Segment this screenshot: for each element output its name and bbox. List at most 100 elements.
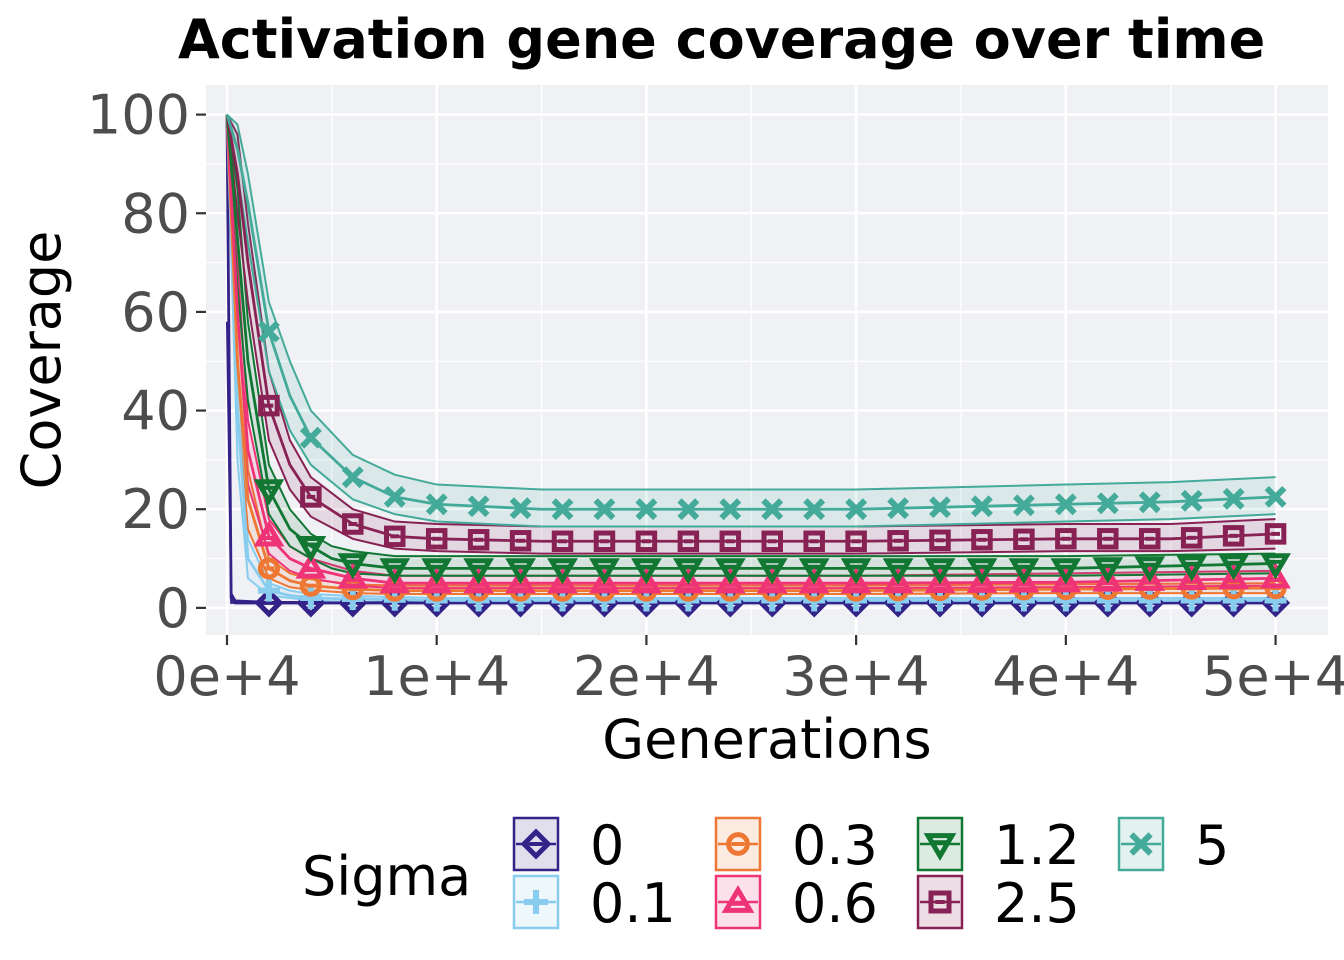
marker-sigma-2.5	[635, 530, 658, 553]
marker-sigma-5	[929, 496, 951, 519]
marker-sigma-2.5	[1097, 528, 1119, 550]
marker-sigma-1.2	[840, 558, 872, 585]
y-tick-label: 20	[121, 478, 190, 541]
marker-sigma-0.6	[924, 566, 956, 594]
marker-sigma-0.6	[840, 567, 872, 594]
marker-sigma-2.5	[1138, 528, 1161, 550]
marker-sigma-0.6	[1260, 562, 1291, 589]
marker-sigma-0.1	[257, 579, 280, 602]
x-tick-label: 2e+4	[573, 645, 720, 708]
marker-sigma-0.1	[1264, 589, 1287, 612]
marker-sigma-1.2	[1134, 556, 1166, 583]
marker-sigma-2.5	[929, 529, 951, 552]
marker-sigma-0.6	[295, 552, 327, 579]
marker-sigma-2.5	[971, 529, 993, 551]
marker-sigma-2.5	[719, 530, 742, 553]
y-axis-ticks: 0 20 40 60 80 100	[87, 84, 206, 640]
marker-sigma-5	[1012, 494, 1035, 517]
marker-sigma-2.5	[593, 530, 616, 553]
band-upper-sigma-5	[226, 113, 1276, 491]
x-tick-label: 4e+4	[992, 645, 1139, 708]
marker-sigma-2.5	[1055, 528, 1077, 550]
marker-sigma-0.6	[631, 567, 662, 594]
marker-sigma-2.5	[887, 530, 909, 552]
y-axis-label: Coverage	[10, 231, 73, 490]
marker-sigma-1.2	[1260, 553, 1291, 580]
legend: Sigma 00.1 0.30.6 1.22.5 5	[302, 814, 1229, 935]
marker-sigma-0.6	[505, 567, 536, 594]
marker-sigma-0.6	[463, 567, 495, 594]
marker-sigma-1.2	[1176, 555, 1208, 582]
marker-sigma-1.2	[253, 479, 285, 506]
marker-sigma-2.5	[1264, 523, 1287, 545]
band-upper-sigma-2.5	[226, 114, 1276, 528]
marker-sigma-0.6	[672, 567, 704, 594]
marker-sigma-1.2	[966, 558, 998, 585]
legend-item-sigma-0.3: 0.3	[714, 814, 878, 877]
marker-sigma-2.5	[258, 394, 280, 417]
legend-item-sigma-5: 5	[1117, 814, 1229, 877]
marker-sigma-5	[677, 498, 700, 521]
marker-sigma-2.5	[342, 513, 364, 535]
legend-label: 0.3	[792, 814, 878, 877]
marker-sigma-1.2	[631, 558, 662, 585]
y-tick-label: 100	[87, 84, 190, 147]
marker-sigma-1.2	[337, 553, 369, 580]
marker-sigma-1.2	[547, 558, 578, 585]
marker-sigma-0.6	[1218, 563, 1250, 590]
marker-sigma-5	[887, 497, 909, 520]
marker-sigma-5	[299, 426, 322, 449]
legend-item-sigma-1.2: 1.2	[916, 814, 1080, 877]
band-lower-sigma-2.5	[225, 114, 1276, 555]
marker-sigma-2.5	[425, 528, 448, 550]
marker-sigma-1.2	[1008, 558, 1040, 585]
band-lower-sigma-1.2	[225, 114, 1276, 577]
marker-sigma-5	[971, 495, 993, 518]
marker-sigma-1.2	[756, 558, 788, 585]
marker-sigma-5	[467, 495, 490, 518]
marker-sigma-2.5	[1013, 528, 1035, 551]
marker-sigma-1.2	[295, 536, 327, 563]
marker-sigma-2.5	[1222, 525, 1245, 547]
marker-sigma-5	[803, 498, 826, 521]
legend-title: Sigma	[302, 845, 471, 908]
marker-sigma-5	[1054, 493, 1077, 516]
marker-sigma-1.2	[421, 558, 453, 585]
marker-sigma-0.6	[714, 567, 746, 594]
marker-sigma-5	[593, 498, 616, 521]
marker-sigma-5	[1222, 487, 1245, 510]
marker-sigma-5	[1180, 489, 1203, 512]
marker-sigma-0.1	[1054, 589, 1077, 612]
marker-sigma-1.2	[1050, 558, 1082, 585]
marker-sigma-0.6	[337, 562, 369, 589]
marker-sigma-2.5	[677, 530, 700, 553]
marker-sigma-5	[341, 466, 364, 489]
legend-label: 0	[590, 814, 624, 877]
marker-sigma-2.5	[761, 530, 783, 553]
marker-sigma-5	[635, 498, 658, 521]
marker-sigma-0.6	[1176, 563, 1208, 591]
marker-sigma-2.5	[300, 486, 322, 508]
marker-sigma-5	[845, 498, 868, 521]
legend-item-sigma-0.1: 0.1	[512, 872, 676, 935]
chart-title: Activation gene coverage over time	[178, 8, 1265, 71]
y-tick-label: 60	[121, 281, 190, 344]
marker-sigma-5	[509, 497, 532, 520]
marker-sigma-2.5	[383, 525, 406, 548]
series-markers	[253, 320, 1291, 618]
x-tick-label: 1e+4	[363, 645, 510, 708]
marker-sigma-0.6	[547, 567, 578, 594]
legend-item-sigma-2.5: 2.5	[916, 872, 1080, 935]
marker-sigma-0.6	[421, 567, 453, 594]
band-upper-sigma-1.2	[225, 114, 1276, 558]
marker-sigma-1.2	[463, 558, 495, 585]
marker-sigma-2.5	[551, 530, 574, 553]
legend-label: 2.5	[994, 872, 1080, 935]
marker-sigma-5	[1138, 491, 1161, 514]
marker-sigma-0.6	[253, 520, 285, 547]
marker-sigma-5	[551, 498, 574, 521]
marker-sigma-0.1	[1138, 589, 1161, 612]
legend-label: 0.1	[590, 872, 676, 935]
legend-label: 1.2	[994, 814, 1080, 877]
band-lower-sigma-5	[225, 114, 1276, 528]
